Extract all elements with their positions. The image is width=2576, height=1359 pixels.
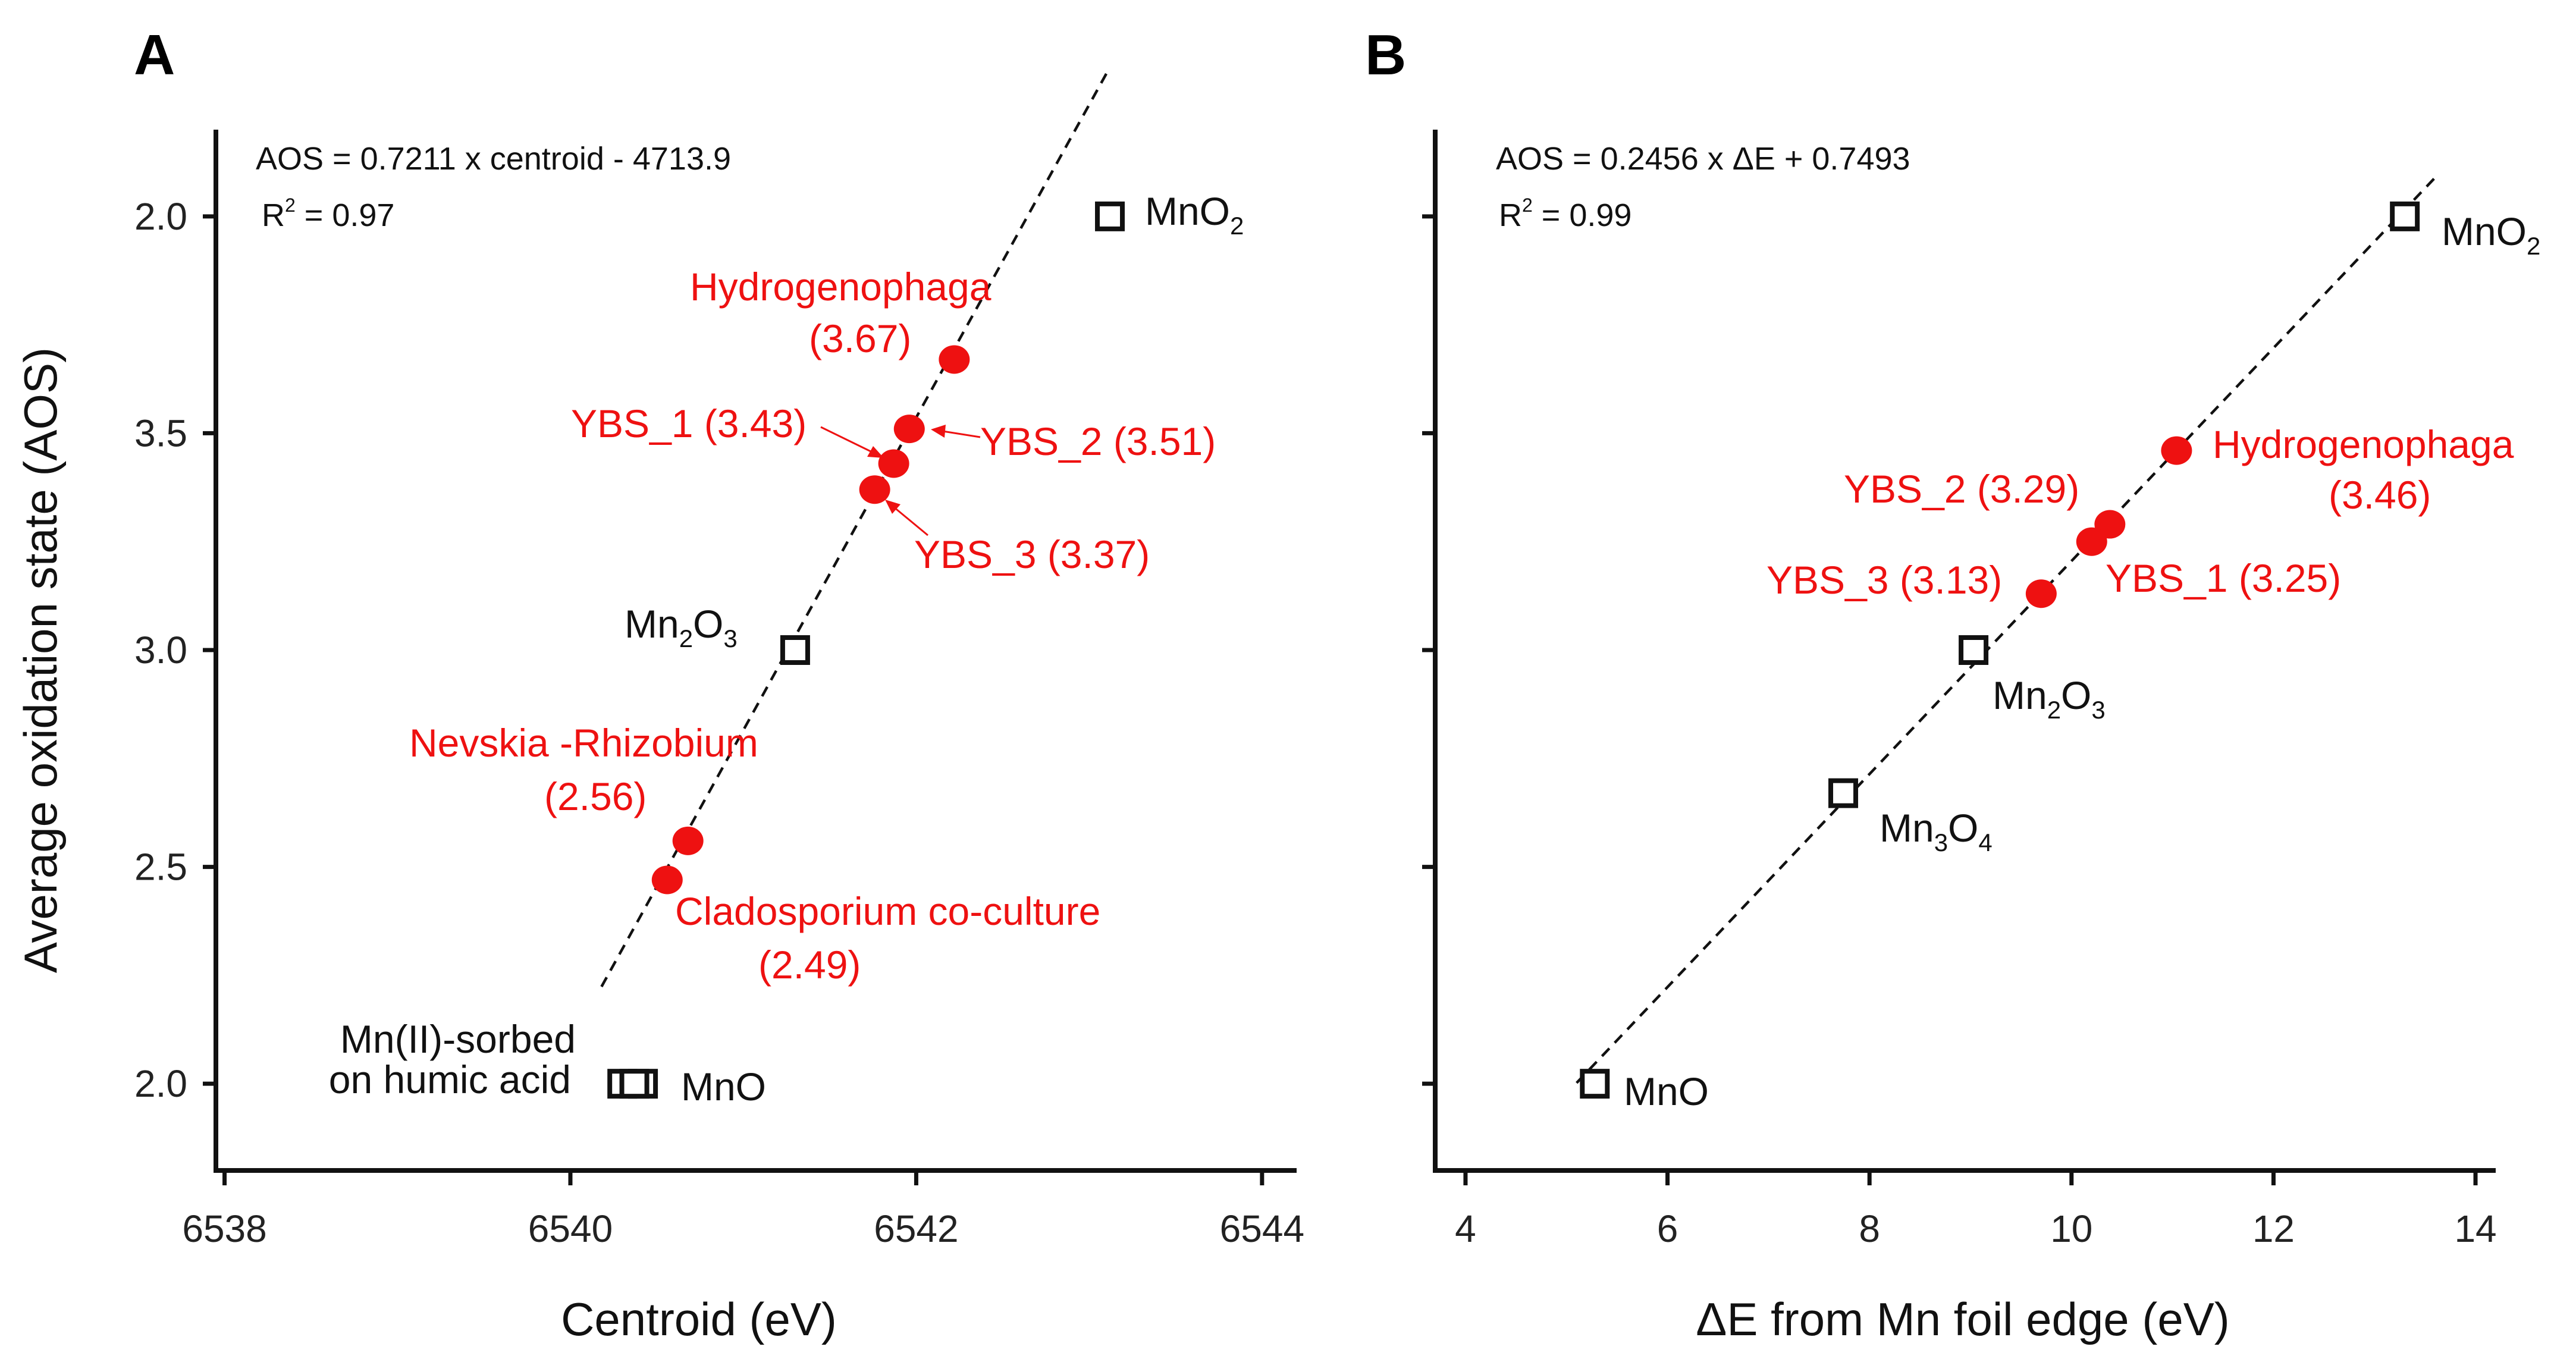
panel-b-label-ybs1: YBS_1 (3.25) [2106,556,2341,600]
panel-a-label-nevskia-line1: Nevskia -Rhizobium [409,721,758,765]
panel-b-point-hydrogenophaga [2161,436,2192,465]
panel-b-x-tick-label: 10 [2050,1207,2092,1250]
panel-a-point-cladosporium [651,865,683,895]
panel-a-label-ybs2: YBS_2 (3.51) [980,419,1216,463]
panel-a-arrow-ybs2 [942,430,981,438]
panel-a-arrowhead-ybs3 [885,500,900,514]
panel-a-arrow-ybs3 [893,506,928,536]
panel-a-label-mno2: MnO2 [1145,189,1244,240]
panel-a-label-ybs1: YBS_1 (3.43) [571,401,807,445]
panel-a-point-ybs3 [859,475,890,504]
panel-a-arrowhead-ybs1 [867,446,884,458]
panel-a-label-hydrogenophaga-line2: (3.67) [809,316,911,360]
panel-a-x-tick-label: 6544 [1220,1207,1304,1250]
panel-b-label-hydrogenophaga-line2: (3.46) [2329,473,2431,517]
panel-b-x-tick-label: 4 [1455,1207,1476,1250]
panel-b-x-tick-label: 6 [1657,1207,1678,1250]
panel-b-label-mn2o3: Mn2O3 [1993,673,2106,724]
panel-b-label-mn3o4: Mn3O4 [1880,806,1993,856]
panel-a-arrow-ybs1 [820,426,873,453]
panel-a-y-tick-label: 3.0 [134,629,187,671]
panel-a-point-nevskia [672,826,704,855]
panel-a-r-squared: R2 = 0.97 [262,194,394,233]
panel-a-x-axis-title: Centroid (eV) [561,1293,837,1345]
panel-a-point-hydrogenophaga [939,345,970,374]
panel-a-marker-mno2 [1095,201,1125,231]
panel-b-letter: B [1365,23,1406,87]
panel-b-label-ybs2: YBS_2 (3.29) [1844,467,2079,511]
panel-a-point-ybs1 [878,449,909,478]
panel-b-label-ybs3: YBS_3 (3.13) [1767,558,2002,602]
panel-a-label-hydrogenophaga-line1: Hydrogenophaga [690,265,992,309]
panel-b-marker-mno [1580,1069,1610,1099]
panel-b-label-mno2: MnO2 [2442,209,2540,260]
panel-a-equation: AOS = 0.7211 x centroid - 4713.9 [256,141,731,177]
panel-a-y-tick-label: 2.5 [134,846,187,889]
panel-a-y-tick-label: 3.5 [134,412,187,454]
panel-a: A 2.0 2.5 3.0 3.5 2.0 6538 6540 6542 6544 Avera… [14,23,1304,1345]
panel-b-point-ybs1 [2076,527,2107,556]
panel-b-marker-mno2 [2390,201,2420,231]
panel-a-marker-mn2o3 [780,635,810,665]
panel-a-x-tick-label: 6542 [874,1207,958,1250]
panel-a-y-ticks: 2.0 2.5 3.0 3.5 2.0 [134,195,216,1105]
panel-a-x-tick-label: 6538 [182,1207,266,1250]
panel-a-y-tick-label: 2.0 [134,1062,187,1105]
panel-a-point-ybs2 [893,415,925,444]
panel-a-x-ticks: 6538 6540 6542 6544 [182,1170,1304,1250]
panel-a-label-mn2o3: Mn2O3 [625,602,738,652]
panel-a-arrowhead-ybs2 [931,425,946,438]
panel-b-label-hydrogenophaga-line1: Hydrogenophaga [2213,422,2514,466]
panel-b-marker-mn3o4 [1828,778,1859,808]
panel-b-x-ticks: 4 6 8 10 12 14 [1455,1170,2497,1250]
panel-b-y-ticks [1422,214,1435,1086]
panel-a-y-axis-title: Average oxidation state (AOS) [14,347,67,973]
panel-a-label-humic-line2: on humic acid [329,1057,571,1101]
panel-a-label-humic-line1: Mn(II)-sorbed [340,1017,576,1061]
panel-b-x-axis-title: ΔE from Mn foil edge (eV) [1696,1293,2229,1345]
panel-b-x-tick-label: 8 [1859,1207,1880,1250]
panel-b-fit-line [1576,177,2436,1084]
panel-a-label-ybs3: YBS_3 (3.37) [914,532,1150,576]
panel-b-equation: AOS = 0.2456 x ΔE + 0.7493 [1496,141,1910,177]
panel-a-letter: A [134,23,175,87]
panel-b: B 4 6 8 10 12 14 ΔE from Mn foil edge (eV) AO… [1365,23,2540,1345]
panel-a-label-cladosporium-line2: (2.49) [758,943,861,987]
panel-a-label-cladosporium-line1: Cladosporium co-culture [675,889,1100,933]
panel-a-label-mno: MnO [681,1065,766,1109]
panel-a-x-tick-label: 6540 [528,1207,613,1250]
panel-b-marker-mn2o3 [1959,635,1989,665]
panel-b-x-tick-label: 14 [2454,1207,2496,1250]
panel-a-y-tick-label: 2.0 [134,195,187,238]
panel-a-marker-mno-b [619,1069,650,1099]
panel-b-point-ybs3 [2025,579,2057,608]
panel-b-x-tick-label: 12 [2252,1207,2295,1250]
panel-b-label-mno: MnO [1624,1069,1709,1113]
panel-a-label-nevskia-line2: (2.56) [544,774,647,818]
panel-b-r-squared: R2 = 0.99 [1499,194,1631,233]
